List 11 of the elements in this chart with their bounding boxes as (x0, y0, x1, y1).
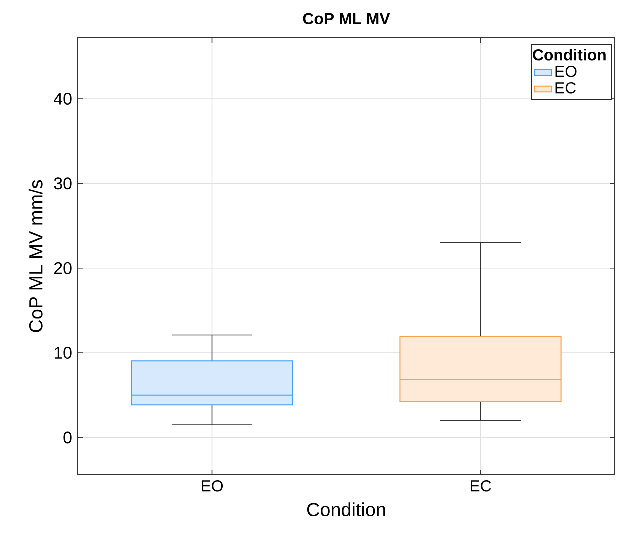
y-tick-label: 10 (54, 347, 72, 360)
legend-label: EC (556, 82, 576, 94)
chart-title: CoP ML MV (303, 13, 390, 25)
y-tick-label: 30 (54, 178, 72, 190)
legend-label: EO (556, 66, 577, 78)
y-tick-label: 20 (54, 262, 72, 274)
y-tick-label: 40 (54, 92, 72, 105)
y-tick-label: 0 (64, 432, 72, 444)
y-axis-title: CoP ML MV mm/s (28, 180, 43, 332)
legend-title: Condition (533, 49, 606, 61)
x-axis-title: Condition (307, 502, 386, 517)
